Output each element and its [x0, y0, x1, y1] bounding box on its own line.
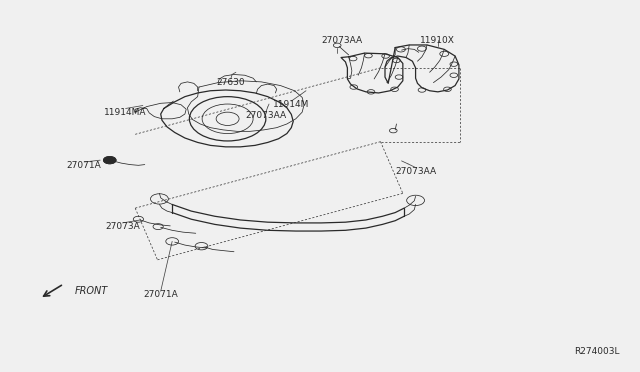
Text: 27071A: 27071A [143, 291, 178, 299]
Text: 27630: 27630 [216, 78, 245, 87]
Text: 11910X: 11910X [420, 36, 455, 45]
Text: 27071A: 27071A [67, 161, 102, 170]
Text: 11914M: 11914M [273, 100, 310, 109]
Text: 11914MA: 11914MA [104, 108, 147, 117]
Text: R274003L: R274003L [574, 347, 620, 356]
Circle shape [103, 157, 116, 164]
Text: 27073A: 27073A [105, 222, 140, 231]
Text: FRONT: FRONT [75, 286, 108, 296]
Text: 27073AA: 27073AA [395, 167, 436, 176]
Text: 27073AA: 27073AA [245, 111, 286, 121]
Text: 27073AA: 27073AA [322, 36, 363, 45]
